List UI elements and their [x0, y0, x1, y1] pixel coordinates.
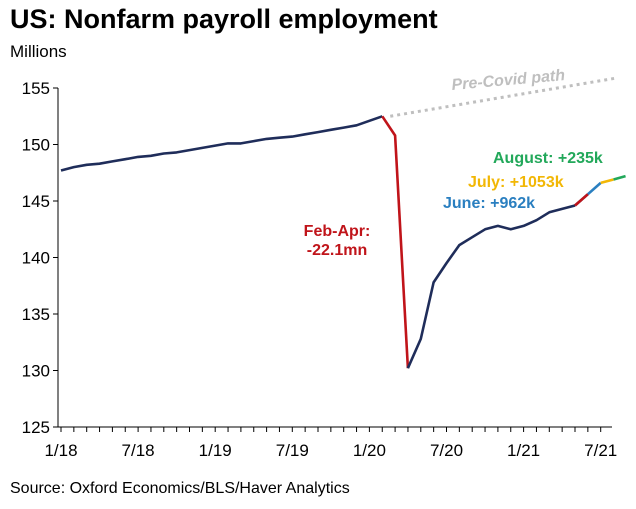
y-tick-label: 145	[22, 192, 50, 211]
tick-labels: 125 130 135 140 145 150 155 1/18 7/18 1/19 7/19 1/2…	[22, 79, 618, 460]
annotation-august: August: +235k	[493, 150, 603, 167]
series-line-may-red	[574, 193, 589, 207]
precovid-path-label: Pre-Covid path	[451, 67, 566, 94]
annotation-feb-apr-line2: -22.1mn	[307, 242, 367, 259]
annotations: Pre-Covid path Feb-Apr: -22.1mn June: +962k…	[304, 67, 603, 259]
x-tick-label: 1/21	[507, 441, 540, 460]
chart-title: US: Nonfarm payroll employment	[10, 4, 438, 34]
series-line-feb-apr	[381, 115, 410, 369]
x-tick-label: 7/19	[276, 441, 309, 460]
x-tick-label: 7/21	[584, 441, 617, 460]
axes	[53, 87, 612, 432]
x-tick-label: 1/18	[44, 441, 77, 460]
y-tick-label: 135	[22, 305, 50, 324]
y-tick-label: 150	[22, 136, 50, 155]
series-lines	[60, 76, 626, 369]
series-line-august	[613, 174, 626, 181]
annotation-june: June: +962k	[443, 195, 535, 212]
x-tick-label: 7/20	[430, 441, 463, 460]
y-tick-label: 130	[22, 362, 50, 381]
y-tick-label: 125	[22, 418, 50, 437]
x-tick-label: 1/19	[199, 441, 232, 460]
y-tick-label: 155	[22, 79, 50, 98]
series-line-pre-covid	[60, 115, 383, 172]
annotation-feb-apr-line1: Feb-Apr:	[304, 223, 371, 240]
series-line-july	[600, 178, 614, 185]
x-tick-label: 7/18	[122, 441, 155, 460]
x-tick-label: 1/20	[353, 441, 386, 460]
annotation-july: July: +1053k	[468, 174, 564, 191]
series-line-june	[587, 181, 602, 196]
y-tick-label: 140	[22, 249, 50, 268]
source-note: Source: Oxford Economics/BLS/Haver Analy…	[10, 480, 350, 497]
y-axis-label: Millions	[10, 42, 67, 61]
series-line-recovery	[406, 204, 576, 369]
